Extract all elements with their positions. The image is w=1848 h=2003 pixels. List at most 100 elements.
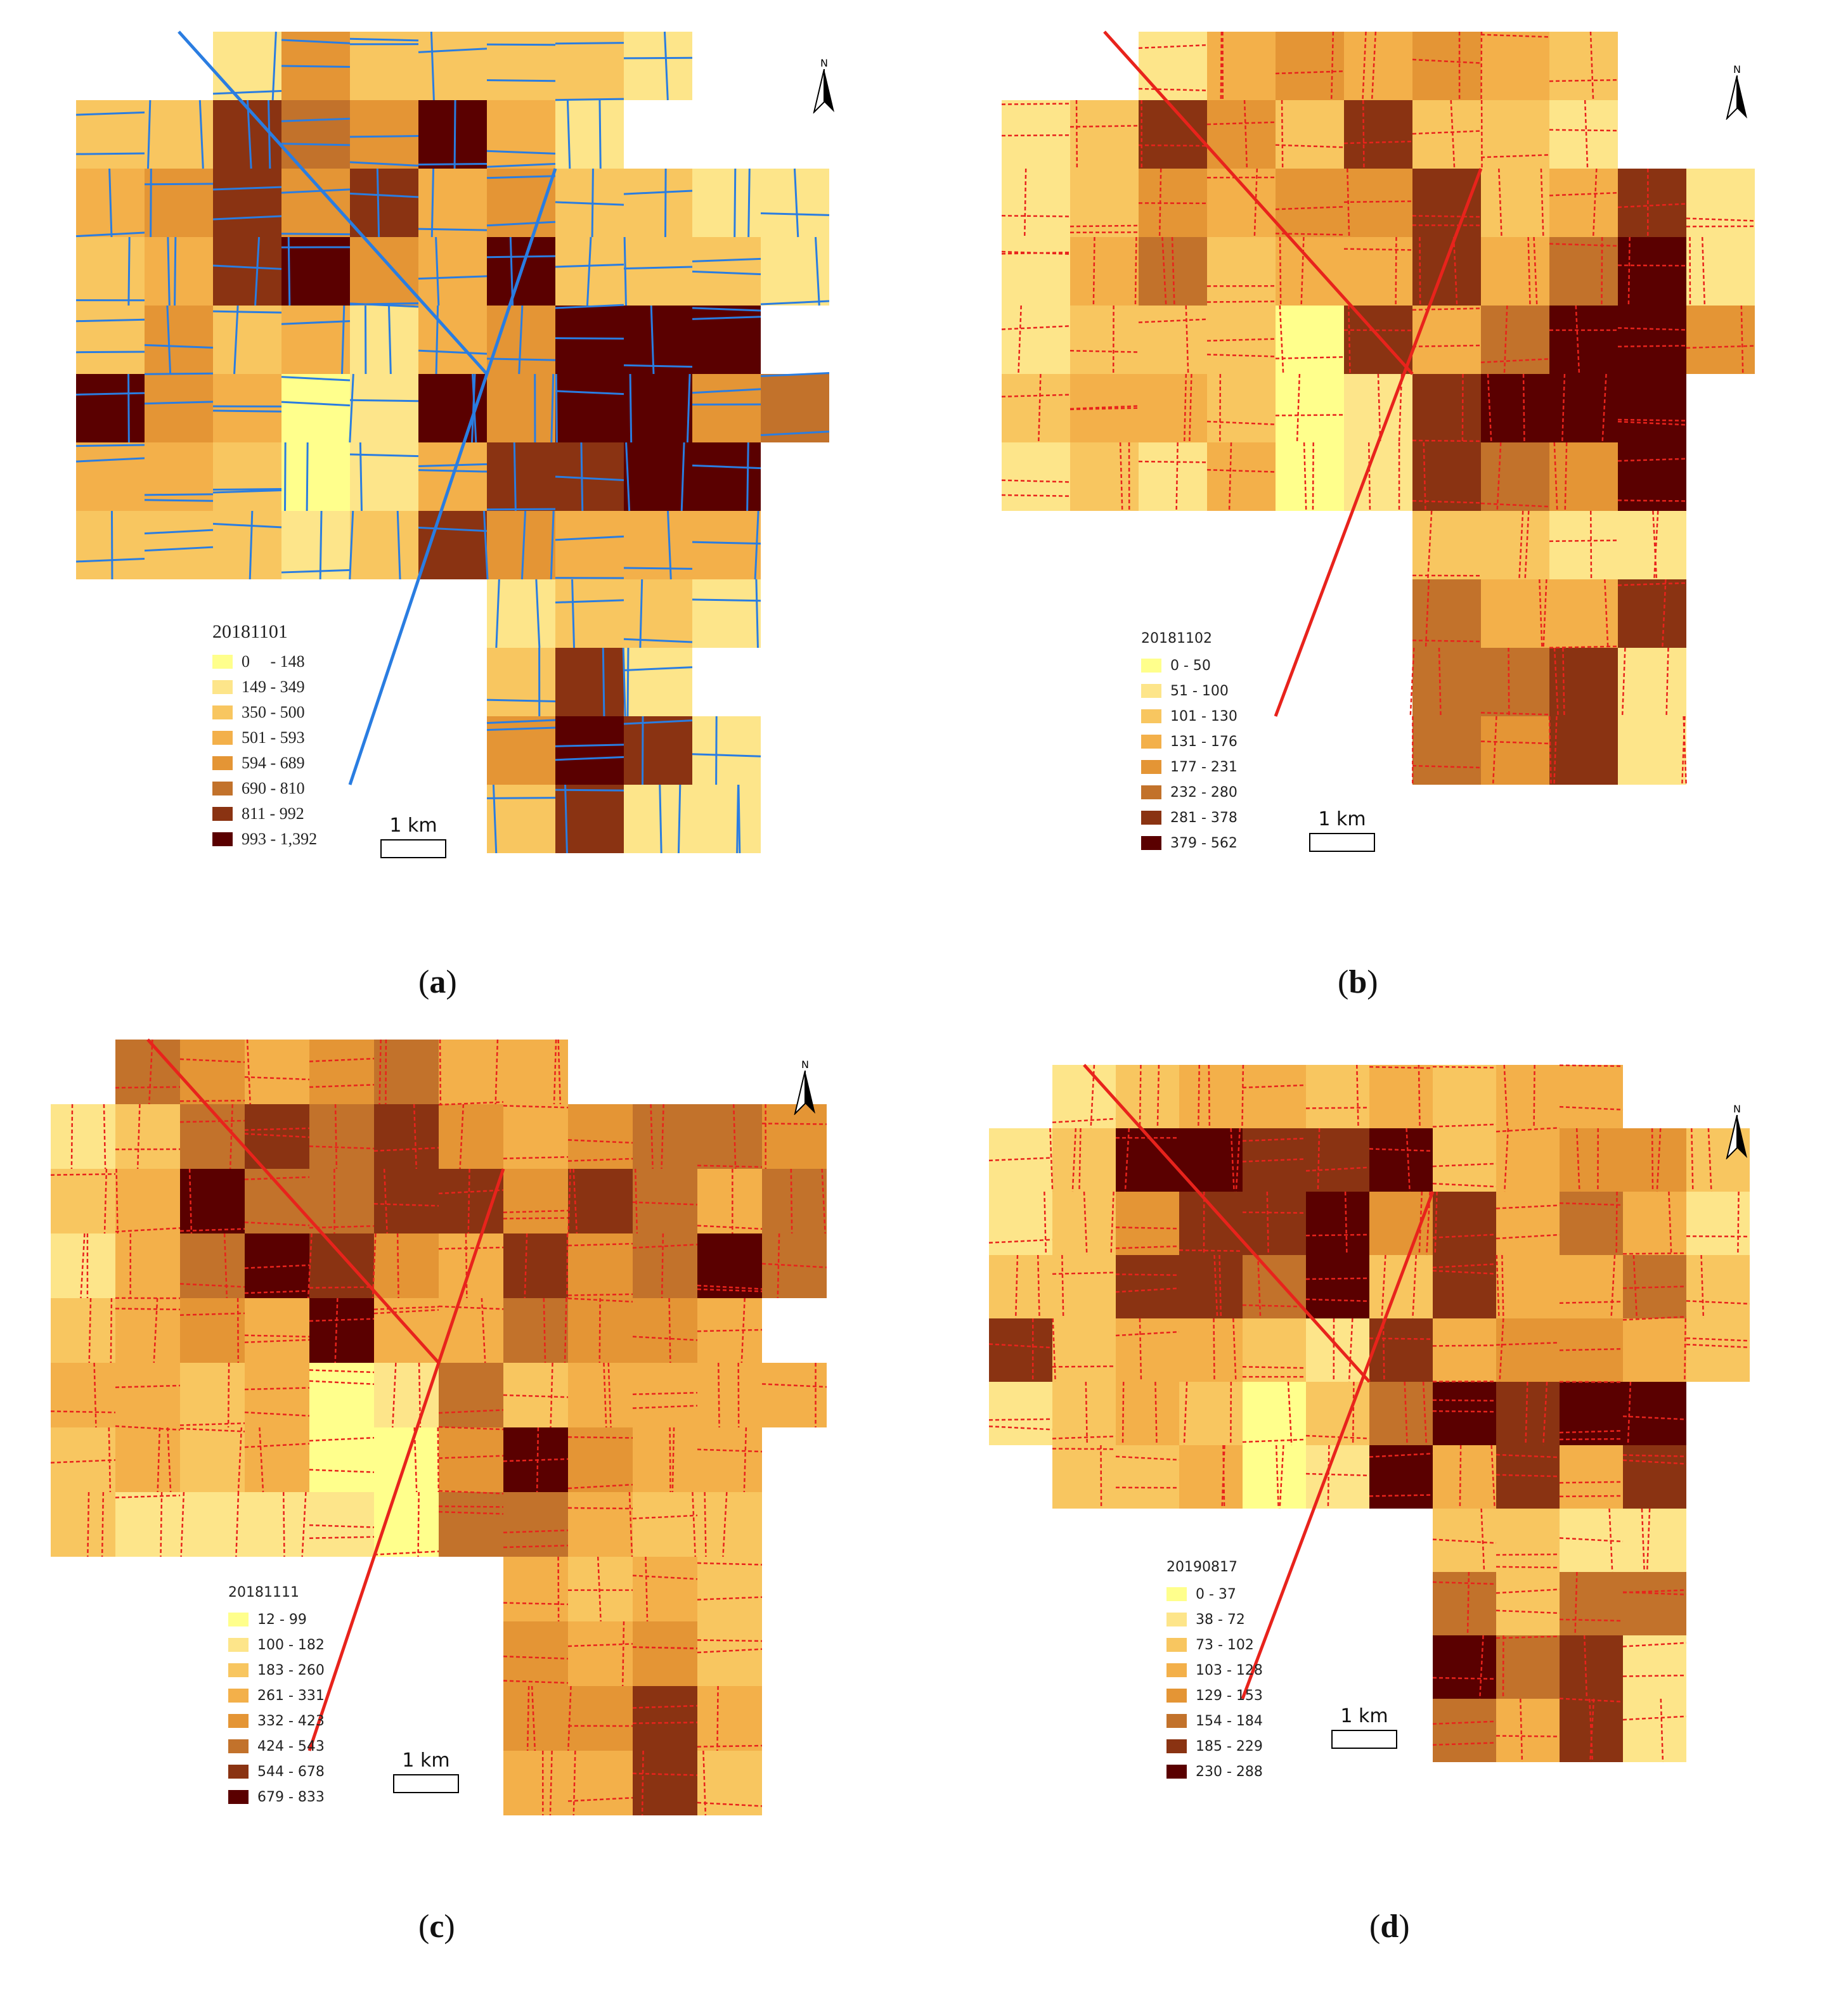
grid-cell xyxy=(1433,1382,1496,1445)
grid-cell xyxy=(1412,374,1481,442)
legend-label: 379 - 562 xyxy=(1170,835,1237,851)
grid-cell xyxy=(1369,1318,1433,1382)
grid-cell xyxy=(1412,648,1481,716)
legend-row: 261 - 331 xyxy=(228,1683,325,1708)
grid-cell xyxy=(213,169,281,237)
grid-cell xyxy=(762,1169,827,1233)
grid-cell xyxy=(245,1233,309,1298)
grid-cell xyxy=(503,1298,568,1363)
grid-cell xyxy=(1560,1572,1623,1635)
road-segment xyxy=(581,442,583,511)
grid-cell xyxy=(1139,306,1207,374)
north-arrow-icon xyxy=(811,69,837,113)
road-segment xyxy=(739,785,740,853)
grid-cell xyxy=(1560,1065,1623,1128)
legend-row: 544 - 678 xyxy=(228,1759,325,1784)
grid-cell xyxy=(1560,1445,1623,1509)
legend-row: 73 - 102 xyxy=(1166,1632,1263,1658)
legend-label: 129 - 153 xyxy=(1196,1688,1263,1704)
grid-cell xyxy=(213,32,281,100)
grid-cell xyxy=(1560,1382,1623,1445)
grid-cell xyxy=(624,237,692,306)
grid-cell xyxy=(1496,1635,1560,1699)
legend-row: 100 - 182 xyxy=(228,1632,325,1658)
north-label: N xyxy=(1724,1103,1750,1115)
legend-row: 232 - 280 xyxy=(1141,780,1237,805)
grid-cell xyxy=(145,306,213,374)
grid-cell xyxy=(1623,1382,1686,1445)
grid-cell xyxy=(503,1104,568,1169)
grid-cell xyxy=(309,1298,374,1363)
north-arrow: N xyxy=(792,1059,818,1117)
grid-cell xyxy=(1560,1635,1623,1699)
grid-cell xyxy=(692,511,761,579)
grid-cell xyxy=(503,1621,568,1686)
grid-cell xyxy=(697,1492,762,1557)
scale-bar: 1 km xyxy=(1331,1705,1397,1749)
legend-label: 51 - 100 xyxy=(1170,683,1229,699)
grid-cell xyxy=(245,1363,309,1427)
grid-cell xyxy=(213,374,281,442)
grid-cell xyxy=(633,1233,697,1298)
grid-cell xyxy=(1496,1255,1560,1318)
grid-cell xyxy=(1549,716,1618,785)
north-arrow-icon xyxy=(792,1071,818,1115)
scale-bar: 1 km xyxy=(1309,808,1375,852)
legend-label: 232 - 280 xyxy=(1170,785,1237,801)
grid-cell xyxy=(1623,1699,1686,1762)
grid-cell xyxy=(115,1492,180,1557)
grid-cell xyxy=(1306,1445,1369,1509)
legend-swatch xyxy=(212,782,233,795)
grid-cell xyxy=(309,1363,374,1427)
grid-cell xyxy=(374,1040,439,1104)
grid-cell xyxy=(568,1751,633,1815)
scale-bar: 1 km xyxy=(380,815,446,858)
road-segment xyxy=(603,648,604,716)
grid-cell xyxy=(281,169,350,237)
grid-cell xyxy=(145,237,213,306)
grid-cell xyxy=(245,1492,309,1557)
grid-cell xyxy=(1207,237,1276,306)
legend-swatch xyxy=(228,1765,249,1779)
grid-cell xyxy=(1052,1318,1116,1382)
legend-row: 129 - 153 xyxy=(1166,1683,1263,1708)
north-label: N xyxy=(792,1059,818,1071)
grid-cell xyxy=(555,100,624,169)
legend-swatch xyxy=(1166,1765,1187,1779)
legend-swatch xyxy=(1141,659,1161,673)
grid-cell xyxy=(1549,237,1618,306)
road-segment xyxy=(556,374,557,442)
grid-cell xyxy=(51,1427,115,1492)
grid-cell xyxy=(697,1686,762,1751)
grid-cell xyxy=(1207,442,1276,511)
legend-swatch xyxy=(1166,1587,1187,1601)
legend-swatch xyxy=(212,705,233,719)
grid-cell xyxy=(1481,306,1549,374)
legend-swatch xyxy=(212,832,233,846)
grid-cell xyxy=(115,1040,180,1104)
grid-cell xyxy=(1116,1318,1179,1382)
legend-label: 350 - 500 xyxy=(242,703,305,722)
grid-cell xyxy=(697,1621,762,1686)
legend-row: 230 - 288 xyxy=(1166,1759,1263,1784)
road-segment xyxy=(716,716,717,785)
road-segment xyxy=(145,494,213,495)
legend-row: 154 - 184 xyxy=(1166,1708,1263,1734)
grid-cell xyxy=(1344,169,1412,237)
grid-cell xyxy=(1052,1382,1116,1445)
grid-cell xyxy=(568,1557,633,1621)
grid-cell xyxy=(697,1751,762,1815)
choropleth-map xyxy=(38,1027,900,1978)
choropleth-map xyxy=(976,1052,1838,2003)
grid-cell xyxy=(281,511,350,579)
grid-cell xyxy=(692,374,761,442)
legend-title: 20181102 xyxy=(1141,631,1237,647)
road-segment xyxy=(350,400,418,401)
north-arrow: N xyxy=(811,57,837,116)
grid-cell xyxy=(374,1169,439,1233)
road-segment xyxy=(555,338,624,339)
grid-cell xyxy=(555,648,624,716)
legend-swatch xyxy=(228,1663,249,1677)
